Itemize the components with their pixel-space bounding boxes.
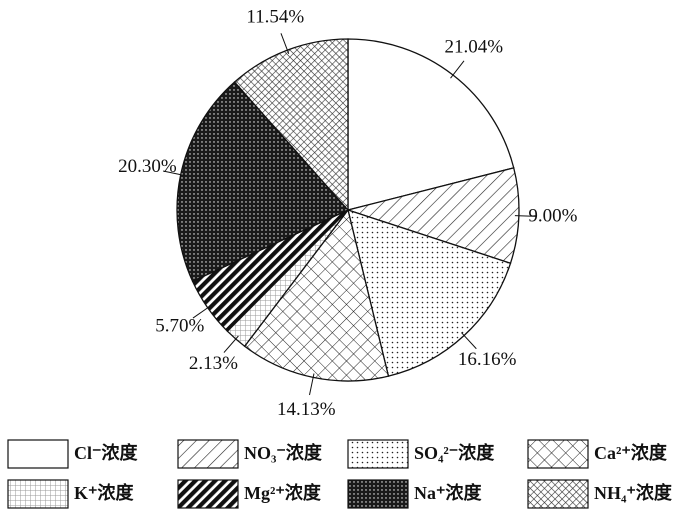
legend-label: NO₃⁻浓度 bbox=[244, 442, 323, 463]
legend-label: Cl⁻浓度 bbox=[74, 442, 139, 463]
data-label: 16.16% bbox=[458, 349, 517, 370]
legend-label: NH₄⁺浓度 bbox=[594, 482, 673, 503]
leader-line bbox=[192, 305, 212, 319]
data-label: 14.13% bbox=[277, 399, 336, 420]
leader-line bbox=[280, 33, 290, 55]
legend-label: K⁺浓度 bbox=[74, 482, 135, 503]
leader-line bbox=[450, 60, 465, 79]
leader-line bbox=[162, 170, 185, 177]
legend-label: Mg²⁺浓度 bbox=[244, 482, 322, 503]
leader-line bbox=[223, 335, 239, 353]
legend-label: Na⁺浓度 bbox=[414, 482, 482, 503]
data-label: 21.04% bbox=[445, 37, 504, 58]
legend-swatch bbox=[177, 439, 239, 469]
legend-swatch bbox=[7, 479, 69, 509]
data-label: 11.54% bbox=[246, 7, 304, 28]
legend-label: Ca²⁺浓度 bbox=[594, 442, 668, 463]
leader-line bbox=[309, 373, 315, 396]
legend-swatch bbox=[527, 479, 589, 509]
legend-label: SO₄²⁻浓度 bbox=[414, 442, 495, 463]
data-label: 9.00% bbox=[528, 205, 577, 226]
leader-line bbox=[514, 215, 537, 217]
legend-swatch bbox=[347, 479, 409, 509]
leader-line bbox=[461, 332, 477, 350]
legend-swatch bbox=[7, 439, 69, 469]
data-label: 20.30% bbox=[118, 156, 177, 177]
legend-swatch bbox=[347, 439, 409, 469]
data-label: 2.13% bbox=[189, 353, 238, 374]
legend-swatch bbox=[177, 479, 239, 509]
data-label: 5.70% bbox=[155, 316, 204, 337]
legend-swatch bbox=[527, 439, 589, 469]
